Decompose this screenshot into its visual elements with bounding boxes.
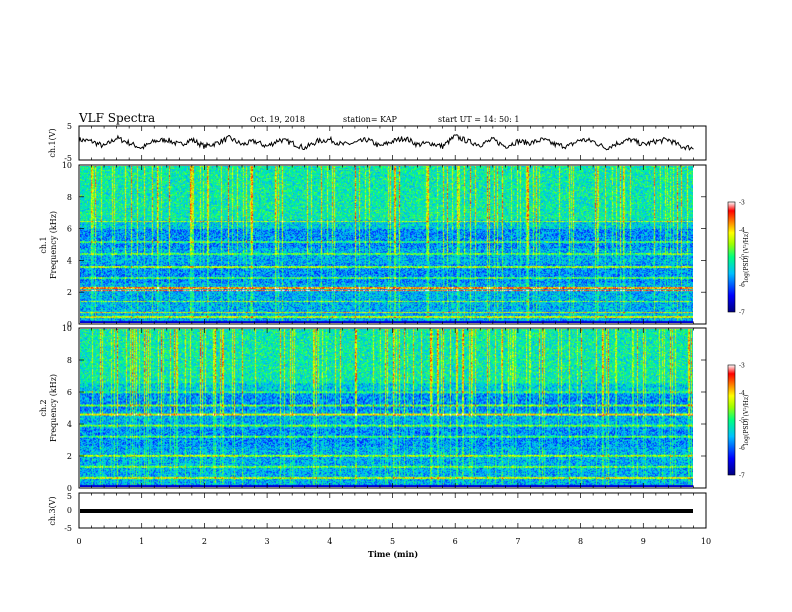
ch1-spectrogram-ticks bbox=[78, 164, 707, 325]
ch3-ytick-mid: 0 bbox=[67, 506, 72, 515]
frequency-tick-label: 10 bbox=[62, 161, 72, 170]
ch1-ytick-top: 5 bbox=[67, 122, 72, 131]
ch1-spectrogram-panel: 0 2 4 6 8 10 ch.1 Frequency (kHz) bbox=[39, 161, 707, 329]
ch2-colorbar: -3 -4 -5 -6 -7 log(PSD) (V²/Hz) bbox=[727, 363, 750, 480]
ch1-colorbar: -3 -4 -5 -6 -7 log(PSD) (V²/Hz) bbox=[727, 200, 750, 317]
frequency-tick-label: 2 bbox=[67, 288, 72, 297]
colorbar-tick-label: -7 bbox=[739, 310, 745, 317]
time-tick-label: 4 bbox=[327, 537, 332, 546]
ch1-waveform-panel: 5 -5 ch.1(V) bbox=[48, 122, 707, 163]
time-axis-label: Time (min) bbox=[368, 549, 418, 559]
ch3-waveform-ylabel: ch.3(V) bbox=[48, 496, 57, 525]
colorbar-tick-label: -5 bbox=[739, 255, 745, 262]
frequency-tick-label: 0 bbox=[67, 320, 72, 329]
frequency-tick-label: 10 bbox=[62, 324, 72, 333]
date-label: Oct. 19, 2018 bbox=[250, 115, 305, 124]
ch2-colorbar-tick-labels: -3 -4 -5 -6 -7 bbox=[739, 363, 745, 480]
frequency-tick-label: 8 bbox=[67, 193, 72, 202]
frequency-tick-label: 6 bbox=[67, 225, 72, 234]
time-tick-label: 7 bbox=[515, 537, 520, 546]
ch2-spectrogram-ticks bbox=[78, 327, 707, 489]
figure-title: VLF Spectra bbox=[78, 111, 155, 125]
colorbar-tick-label: -4 bbox=[739, 390, 745, 397]
frequency-tick-label: 2 bbox=[67, 452, 72, 461]
time-tick-label: 10 bbox=[701, 537, 711, 546]
ch2-spectrogram-heatmap bbox=[80, 329, 693, 487]
colorbar-tick-label: -3 bbox=[739, 200, 745, 207]
ch2-colorbar-scale bbox=[727, 364, 736, 476]
ch1-colorbar-label: log(PSD) (V²/Hz) bbox=[743, 232, 750, 283]
ch1-channel-label: ch.1 bbox=[39, 236, 48, 253]
ch2-colorbar-label: log(PSD) (V²/Hz) bbox=[743, 395, 750, 446]
time-tick-label: 9 bbox=[641, 537, 646, 546]
frequency-tick-label: 4 bbox=[67, 256, 72, 265]
colorbar-tick-label: -6 bbox=[739, 445, 745, 452]
frequency-tick-label: 8 bbox=[67, 356, 72, 365]
time-tick-label: 2 bbox=[202, 537, 207, 546]
frequency-tick-label: 6 bbox=[67, 388, 72, 397]
time-tick-label: 5 bbox=[390, 537, 395, 546]
ch1-frequency-tick-labels: 0 2 4 6 8 10 bbox=[62, 161, 72, 329]
frequency-tick-label: 4 bbox=[67, 420, 72, 429]
colorbar-tick-label: -3 bbox=[739, 363, 745, 370]
ch1-frequency-axis-label: Frequency (kHz) bbox=[49, 211, 58, 279]
ch1-waveform-line bbox=[78, 134, 694, 151]
colorbar-tick-label: -7 bbox=[739, 473, 745, 480]
ch2-spectrogram-panel: 0 2 4 6 8 10 ch.2 Frequency (kHz) bbox=[39, 324, 707, 493]
time-tick-label: 1 bbox=[139, 537, 144, 546]
ch2-frequency-axis-label: Frequency (kHz) bbox=[49, 374, 58, 442]
ch1-waveform-ticks bbox=[78, 126, 707, 160]
ch2-channel-label: ch.2 bbox=[39, 399, 48, 416]
ch1-colorbar-scale bbox=[727, 201, 736, 313]
ch1-waveform-ylabel: ch.1(V) bbox=[48, 128, 57, 157]
station-label: station= KAP bbox=[343, 115, 398, 124]
start-time-label: start UT = 14: 50: 1 bbox=[438, 115, 519, 124]
colorbar-tick-label: -5 bbox=[739, 418, 745, 425]
frequency-tick-label: 0 bbox=[67, 484, 72, 493]
ch1-ytick-bottom: -5 bbox=[64, 154, 72, 163]
ch3-ytick-bottom: -5 bbox=[64, 524, 72, 533]
time-tick-label: 8 bbox=[578, 537, 583, 546]
time-tick-label: 3 bbox=[265, 537, 270, 546]
ch3-waveform-panel: 5 0 -5 ch.3(V) 0 1 2 3 4 5 6 7 8 9 10 Time (min) bbox=[48, 492, 711, 559]
ch3-waveform-line bbox=[80, 509, 693, 513]
time-tick-label: 6 bbox=[453, 537, 458, 546]
ch3-waveform-ticks bbox=[78, 493, 707, 528]
colorbar-tick-label: -6 bbox=[739, 282, 745, 289]
colorbar-tick-label: -4 bbox=[739, 227, 745, 234]
time-tick-labels: 0 1 2 3 4 5 6 7 8 9 10 bbox=[76, 537, 711, 546]
ch3-ytick-top: 5 bbox=[67, 492, 72, 501]
ch2-frequency-tick-labels: 0 2 4 6 8 10 bbox=[62, 324, 72, 493]
ch1-spectrogram-heatmap bbox=[80, 166, 693, 323]
ch1-colorbar-tick-labels: -3 -4 -5 -6 -7 bbox=[739, 200, 745, 317]
time-tick-label: 0 bbox=[76, 537, 81, 546]
